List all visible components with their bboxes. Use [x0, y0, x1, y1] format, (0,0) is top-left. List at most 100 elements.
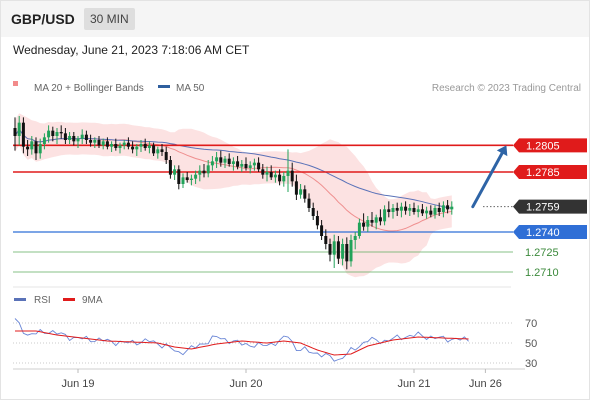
bollinger-band: [15, 113, 452, 278]
candle-body: [168, 160, 172, 175]
candle-body: [114, 144, 118, 148]
candle-body: [441, 205, 445, 212]
candle-body: [34, 141, 38, 154]
x-tick-label: Jun 19: [61, 378, 94, 390]
candle-body: [17, 122, 21, 136]
candle-body: [383, 209, 387, 222]
level-badge-current: [513, 199, 587, 214]
legend-9ma-label: 9MA: [82, 295, 103, 306]
rsi-9ma-line: [15, 330, 469, 356]
candle-body: [303, 189, 307, 199]
candle-body: [122, 142, 126, 146]
candle-body: [282, 176, 286, 182]
candle-body: [395, 208, 399, 211]
candle-body: [72, 136, 76, 142]
price-levels: [13, 144, 513, 273]
candle-body: [320, 225, 324, 236]
candle-body: [223, 158, 227, 163]
candle-body: [181, 177, 185, 184]
candle-body: [101, 141, 105, 146]
candle-body: [425, 210, 429, 214]
candle-body: [156, 149, 160, 154]
symbol-label: GBP/USD: [11, 11, 75, 27]
x-axis-ticks: Jun 19 Jun 20 Jun 21 Jun 26: [61, 369, 502, 390]
legend-ma50-label: MA 50: [176, 83, 205, 94]
candle-body: [341, 244, 345, 259]
timeframe-button[interactable]: 30 MIN: [84, 8, 135, 30]
candle-body: [324, 236, 328, 244]
candle-body: [286, 170, 290, 176]
candle-body: [68, 136, 72, 140]
rsi-tick-label: 30: [525, 358, 537, 370]
level-badge-resistance: [513, 165, 587, 179]
level-badge-pivot: [513, 225, 587, 239]
candle-body: [80, 134, 84, 139]
level-label-resistance: 1.2785: [526, 167, 560, 179]
candle-body: [366, 220, 370, 227]
candle-body: [336, 241, 340, 259]
level-label-support: 1.2710: [525, 267, 559, 279]
candle-body: [152, 145, 156, 154]
candle-body: [387, 209, 391, 212]
legend-rsi-label: RSI: [34, 295, 51, 306]
candle-body: [294, 181, 298, 195]
candle-body: [206, 165, 210, 174]
candle-body: [429, 210, 433, 215]
projection-arrow-shaft: [471, 151, 504, 209]
candle-body: [315, 216, 319, 226]
candle-body: [252, 162, 256, 166]
candle-body: [450, 206, 454, 210]
candle-body: [374, 217, 378, 223]
candle-body: [257, 162, 261, 170]
candle-body: [185, 177, 189, 180]
candle-body: [173, 169, 177, 175]
candle-body: [143, 144, 147, 148]
candle-body: [378, 217, 382, 222]
bollinger-fill: [15, 113, 452, 278]
candle-body: [164, 152, 168, 160]
candle-body: [353, 236, 357, 240]
candle-body: [433, 208, 437, 215]
candle-body: [240, 164, 244, 167]
candle-body: [202, 170, 206, 174]
candle-body: [189, 178, 193, 180]
candle-body: [215, 157, 219, 162]
candles: [13, 116, 454, 270]
candle-body: [160, 149, 164, 152]
candle-body: [198, 170, 202, 175]
candle-body: [210, 161, 214, 166]
candle-body: [42, 137, 46, 144]
candle-body: [63, 133, 67, 140]
candle-body: [13, 128, 17, 136]
candle-body: [307, 198, 311, 208]
candle-body: [236, 161, 240, 167]
candle-body: [399, 206, 403, 211]
candle-body: [311, 208, 315, 216]
candle-body: [131, 146, 135, 150]
candle-body: [89, 140, 93, 143]
candle-body: [59, 132, 63, 134]
level-label-resistance: 1.2805: [526, 140, 560, 152]
candle-body: [408, 208, 412, 211]
level-label-pivot: 1.2740: [526, 227, 560, 239]
candle-body: [328, 244, 332, 255]
candle-body: [273, 174, 277, 178]
candle-body: [118, 145, 122, 148]
legend-ma20-label: MA 20 + Bollinger Bands: [34, 83, 144, 94]
legend-ma50-swatch: [158, 85, 170, 88]
projection-arrow: [471, 145, 508, 209]
level-badge-resistance: [513, 138, 587, 153]
candle-body: [97, 140, 101, 146]
candle-body: [269, 172, 273, 178]
candle-body: [139, 144, 143, 147]
level-label-current: 1.2759: [526, 202, 560, 214]
candle-body: [135, 146, 139, 150]
legend-9ma-swatch: [63, 298, 75, 301]
candle-body: [404, 206, 408, 211]
candle-body: [194, 174, 198, 179]
candle-body: [110, 144, 114, 147]
candle-body: [147, 145, 151, 148]
candle-body: [345, 244, 349, 262]
